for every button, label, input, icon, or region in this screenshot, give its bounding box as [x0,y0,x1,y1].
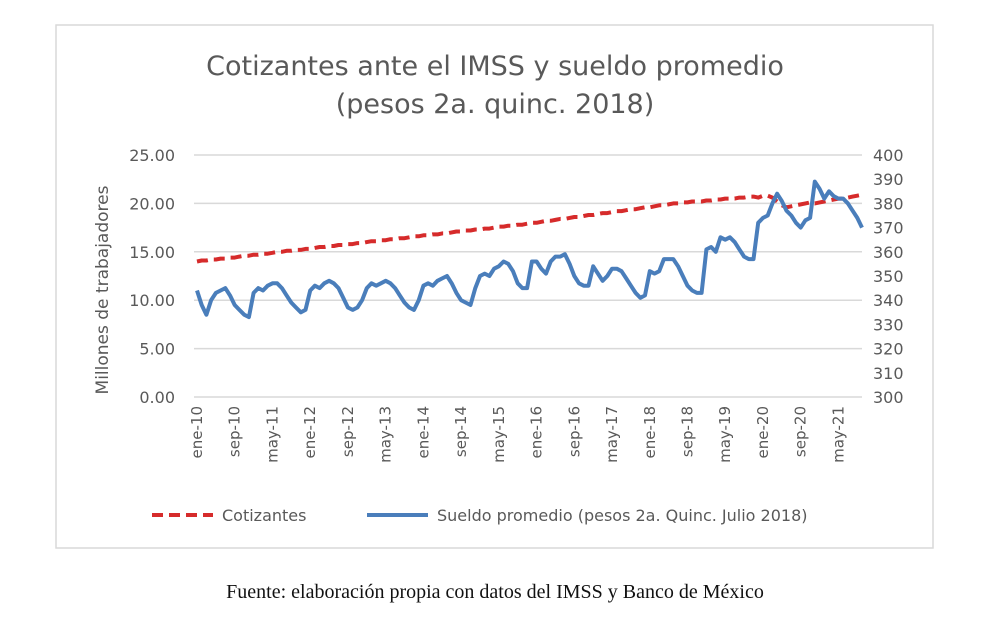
y2-tick-label: 310 [873,364,904,383]
x-tick-label: ene-16 [528,406,546,458]
y2-tick-label: 390 [873,170,904,189]
x-tick-label: sep-12 [339,406,357,457]
legend-label-sueldo: Sueldo promedio (pesos 2a. Quinc. Julio … [437,506,808,525]
y2-tick-label: 340 [873,291,904,310]
y2-tick-label: 320 [873,340,904,359]
x-tick-label: sep-18 [678,406,696,457]
x-tick-label: ene-18 [641,406,659,458]
x-tick-label: may-17 [603,406,621,463]
x-tick-label: may-21 [829,406,847,463]
series-line-sueldo [195,179,864,320]
y2-tick-label: 350 [873,267,904,286]
y2-tick-label: 360 [873,243,904,262]
y2-tick-label: 400 [873,146,904,165]
source-caption: Fuente: elaboración propia con datos del… [226,581,764,603]
y-tick-label: 0.00 [139,388,175,407]
x-tick-label: ene-20 [754,406,772,458]
legend: Cotizantes Sueldo promedio (pesos 2a. Qu… [152,506,808,525]
y2-tick-label: 370 [873,219,904,238]
x-tick-label: ene-12 [301,406,319,458]
chart-frame [55,24,934,549]
legend-label-cotizantes: Cotizantes [222,506,306,525]
chart-title: Cotizantes ante el IMSS y sueldo promedi… [206,51,784,82]
x-tick-label: may-15 [490,406,508,463]
x-tick-label: sep-16 [565,406,583,457]
y2-tick-label: 380 [873,194,904,213]
x-tick-label: sep-20 [792,406,810,457]
series-line-cotizantes [196,192,863,264]
x-tick-label: ene-10 [188,406,206,458]
x-tick-label: may-13 [377,406,395,463]
x-tick-label: ene-14 [414,406,432,458]
y-tick-label: 15.00 [129,243,175,262]
y-axis-title: Millones de trabajadores [93,185,113,394]
x-tick-label: sep-10 [226,406,244,457]
y-tick-label: 25.00 [129,146,175,165]
x-tick-label: may-19 [716,406,734,463]
x-tick-label: may-11 [263,406,281,463]
y-tick-label: 20.00 [129,194,175,213]
y2-tick-label: 300 [873,388,904,407]
x-tick-label: sep-14 [452,406,470,457]
y2-tick-label: 330 [873,315,904,334]
y-tick-label: 5.00 [139,340,175,359]
y-tick-label: 10.00 [129,291,175,310]
chart-subtitle: (pesos 2a. quinc. 2018) [336,89,655,120]
